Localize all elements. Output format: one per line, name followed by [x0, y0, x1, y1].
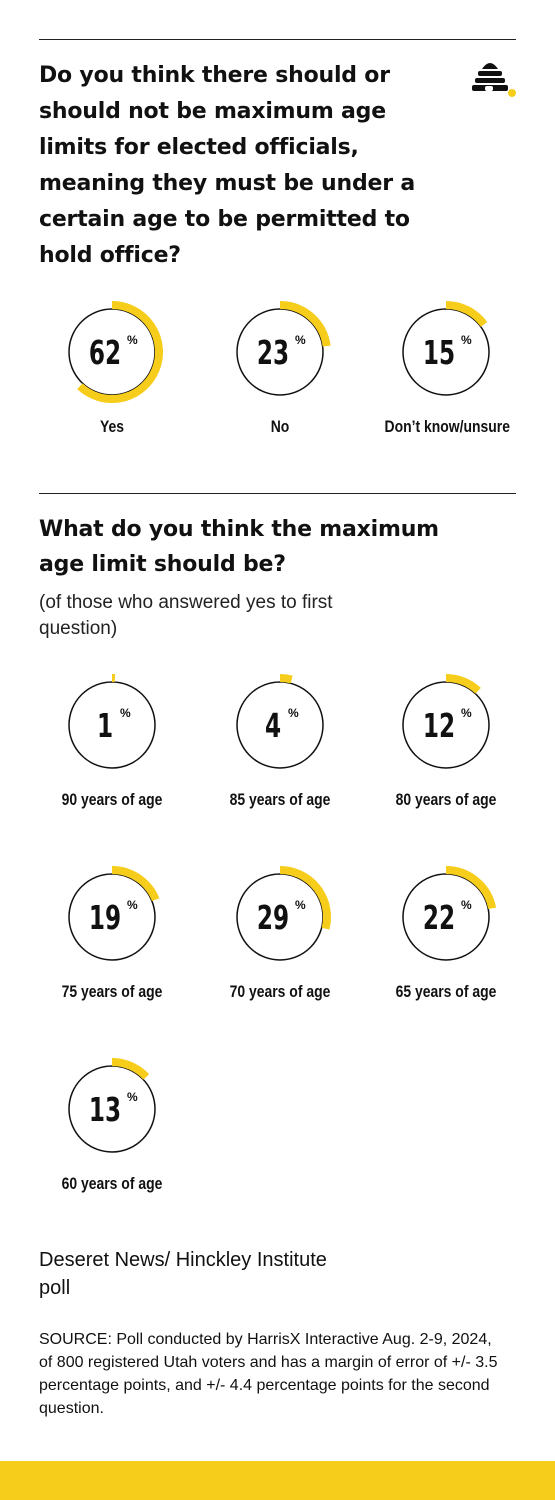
donut-chart: 13% — [68, 1058, 156, 1153]
donut-value-text: 22 — [423, 899, 455, 937]
question-2-heading: What do you think the maximum age limit … — [39, 517, 439, 577]
donut-value-arc — [279, 674, 293, 684]
beehive-icon — [472, 63, 516, 97]
donut-chart: 23% — [236, 301, 331, 396]
percent-sign: % — [295, 898, 306, 912]
donut-chart: 1% — [68, 673, 156, 769]
donut-ring — [68, 681, 156, 769]
donut-item: 12% 80 years of age — [371, 670, 521, 810]
donut-value-arc — [279, 866, 331, 930]
donut-value-arc — [445, 301, 488, 327]
donut-category-label: 60 years of age — [61, 1174, 163, 1193]
top-divider — [39, 39, 516, 40]
donut-category-label: Don’t know/unsure — [384, 417, 510, 436]
percent-sign: % — [295, 333, 306, 347]
donut-item: 19% 75 years of age — [37, 862, 187, 1002]
donut-chart: 62% — [68, 301, 163, 403]
question-1-heading: Do you think there should or should not … — [39, 63, 415, 268]
donut-value-text: 4 — [265, 707, 281, 745]
percent-sign: % — [461, 898, 472, 912]
donut-value-arc — [111, 1058, 150, 1080]
donut-category-label: 90 years of age — [61, 790, 163, 809]
donut-ring — [68, 308, 156, 396]
donut-item: 4% 85 years of age — [205, 670, 355, 810]
source-note: SOURCE: Poll conducted by HarrisX Intera… — [39, 1331, 498, 1417]
middle-divider — [39, 493, 516, 494]
percent-sign: % — [127, 1090, 138, 1104]
donut-value-text: 62 — [89, 334, 121, 372]
donut-category-label: 70 years of age — [229, 982, 331, 1001]
footer-bar — [0, 1461, 555, 1500]
question-2-subtitle: (of those who answered yes to first ques… — [39, 592, 333, 639]
donut-chart: 19% — [68, 866, 160, 961]
donut-item: 62% Yes — [37, 297, 187, 437]
donut-value-arc — [77, 301, 163, 403]
donut-value-arc — [445, 674, 481, 694]
donut-value-arc — [445, 866, 497, 910]
donut-item: 13% 60 years of age — [37, 1054, 187, 1194]
donut-category-label: Yes — [99, 417, 125, 436]
donut-ring — [402, 873, 490, 961]
donut-chart: 22% — [402, 866, 497, 961]
percent-sign: % — [127, 333, 138, 347]
donut-value-text: 1 — [97, 707, 113, 745]
donut-value-text: 23 — [257, 334, 289, 372]
percent-sign: % — [461, 333, 472, 347]
donut-item: 15% Don’t know/unsure — [371, 297, 521, 437]
donut-value-text: 29 — [257, 899, 289, 937]
percent-sign: % — [288, 706, 299, 720]
donut-chart: 15% — [402, 301, 490, 396]
donut-category-label: 80 years of age — [395, 790, 497, 809]
donut-category-label: 75 years of age — [61, 982, 163, 1001]
donut-item: 29% 70 years of age — [205, 862, 355, 1002]
donut-chart: 29% — [236, 866, 331, 961]
donut-value-text: 15 — [423, 334, 455, 372]
donut-value-arc — [111, 866, 160, 902]
donut-category-label: 85 years of age — [229, 790, 331, 809]
donut-category-label: 65 years of age — [395, 982, 497, 1001]
donut-chart: 4% — [236, 674, 324, 769]
percent-sign: % — [461, 706, 472, 720]
donut-chart: 12% — [402, 674, 490, 769]
donut-item: 23% No — [205, 297, 355, 437]
donut-value-arc — [279, 301, 331, 347]
donut-category-label: No — [270, 417, 290, 436]
donut-item: 22% 65 years of age — [371, 862, 521, 1002]
percent-sign: % — [127, 898, 138, 912]
donut-item: 1% 90 years of age — [37, 670, 187, 810]
donut-value-text: 13 — [89, 1091, 121, 1129]
donut-value-text: 12 — [423, 707, 455, 745]
percent-sign: % — [120, 706, 131, 720]
donut-value-text: 19 — [89, 899, 121, 937]
donut-ring — [236, 308, 324, 396]
credit-text: Deseret News/ Hinckley Institute poll — [39, 1249, 327, 1299]
